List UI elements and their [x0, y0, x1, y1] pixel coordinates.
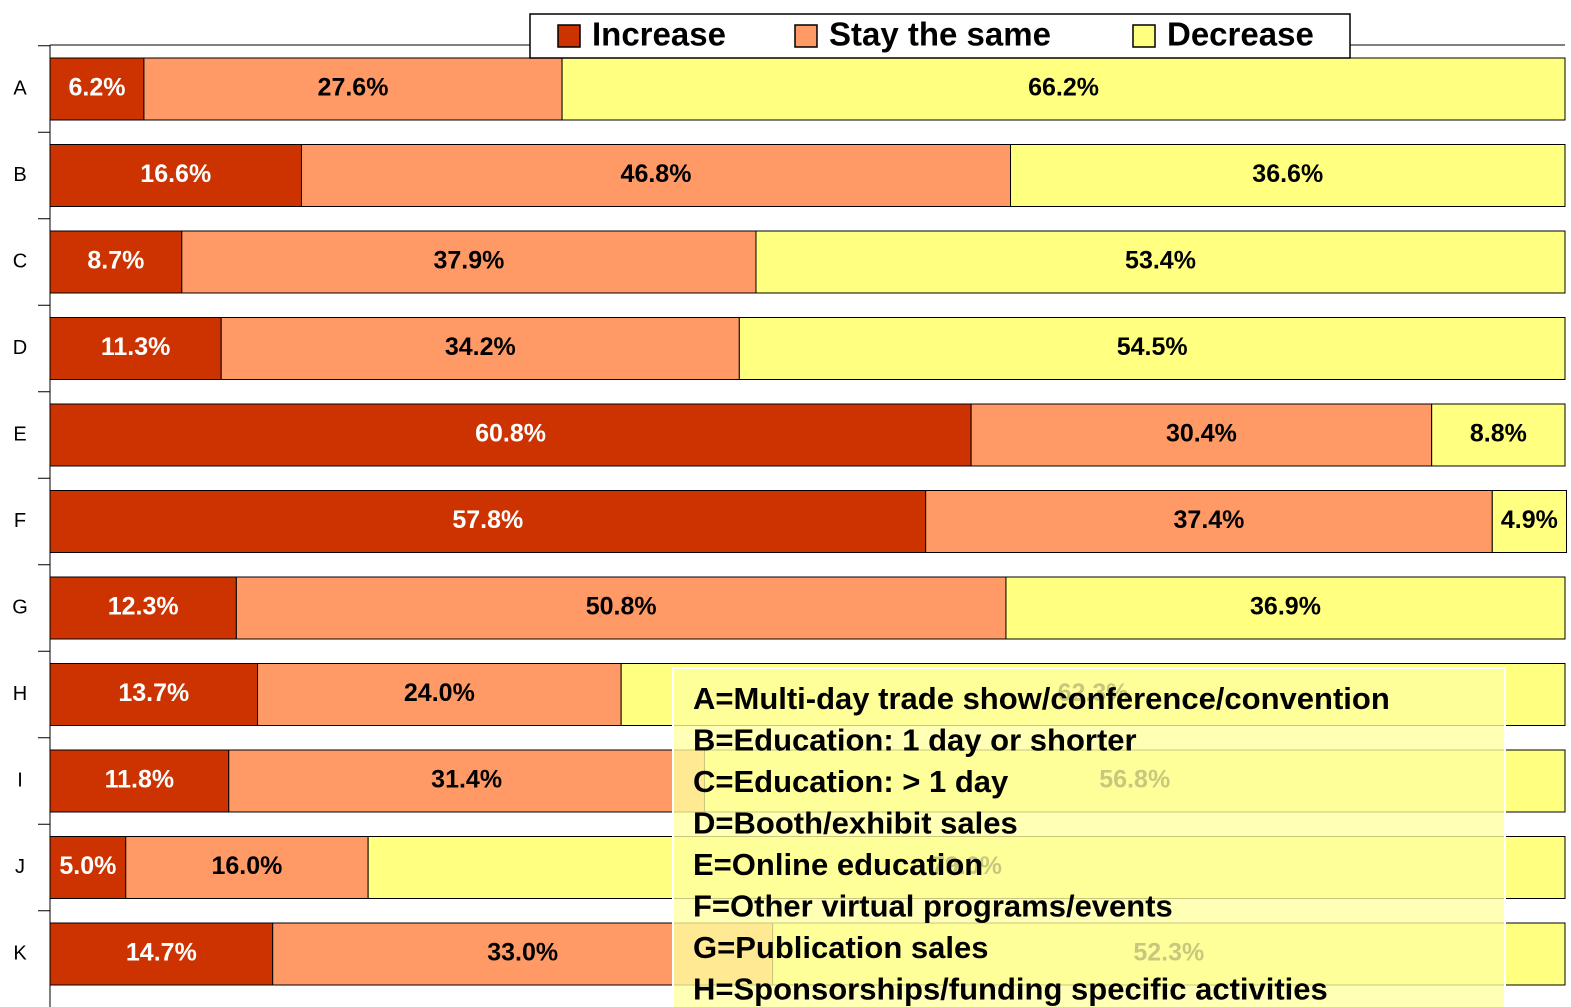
- bar-segment: [300, 144, 1012, 207]
- bar-segment: [125, 836, 369, 899]
- data-label: 5.0%: [59, 852, 116, 880]
- key-line: B=Education: 1 day or shorter: [693, 723, 1137, 758]
- bar-segment: [257, 663, 622, 726]
- data-label: 12.3%: [108, 593, 179, 621]
- y-tick-label: I: [17, 769, 23, 791]
- bar-segment: [738, 317, 1566, 380]
- legend-swatch: [557, 24, 581, 48]
- data-label: 54.5%: [1117, 333, 1188, 361]
- bar-segment: [1005, 576, 1566, 640]
- data-label: 37.9%: [433, 247, 504, 275]
- key-line: D=Booth/exhibit sales: [693, 806, 1018, 841]
- data-label: 24.0%: [404, 679, 475, 707]
- legend-box: [529, 13, 1351, 59]
- key-line: G=Publication sales: [693, 930, 988, 965]
- legend-swatch: [1132, 24, 1156, 48]
- key-line: H=Sponsorships/funding specific activiti…: [693, 972, 1328, 1007]
- data-label: 53.4%: [1125, 247, 1196, 275]
- bar-segment: [755, 230, 1566, 294]
- y-tick-label: B: [13, 164, 26, 186]
- bar-segment: [925, 490, 1493, 553]
- legend-label: Increase: [592, 16, 726, 53]
- y-tick-label: D: [13, 337, 27, 359]
- data-label: 27.6%: [318, 74, 389, 102]
- bar-segment: [49, 403, 972, 467]
- bar-segment: [220, 317, 740, 380]
- y-tick-label: K: [13, 942, 27, 964]
- bar-segment: [49, 144, 302, 207]
- data-label: 36.9%: [1250, 593, 1321, 621]
- legend-label: Stay the same: [829, 16, 1051, 53]
- key-box: [672, 667, 1506, 1007]
- data-label: 66.2%: [1028, 74, 1099, 102]
- data-label: 11.8%: [105, 766, 175, 794]
- y-tick-label: E: [13, 423, 26, 445]
- legend-label: Decrease: [1167, 16, 1314, 53]
- bar-segment: [1491, 490, 1568, 553]
- bar-segment: [561, 57, 1566, 121]
- bar-segment: [970, 403, 1433, 467]
- bar-segment: [49, 490, 927, 553]
- data-label: 50.8%: [586, 593, 657, 621]
- data-label: 57.8%: [452, 506, 523, 534]
- legend-swatch: [794, 24, 818, 48]
- key-line: C=Education: > 1 day: [693, 764, 1009, 799]
- data-label: 8.7%: [87, 247, 144, 275]
- bar-segment: [1010, 144, 1566, 207]
- y-tick-label: C: [13, 250, 27, 272]
- data-label: 30.4%: [1166, 420, 1237, 448]
- bar-segment: [1431, 403, 1566, 467]
- data-label: 14.7%: [126, 939, 197, 967]
- bar-segment: [49, 663, 259, 726]
- data-label: 34.2%: [445, 333, 516, 361]
- y-tick-label: F: [14, 510, 26, 532]
- y-tick-label: H: [13, 683, 27, 705]
- y-tick-label: J: [15, 856, 25, 878]
- bar-segment: [228, 749, 705, 813]
- data-label: 60.8%: [475, 420, 546, 448]
- bar-segment: [49, 576, 237, 640]
- data-label: 4.9%: [1501, 506, 1558, 534]
- bar-segment: [143, 57, 563, 121]
- y-tick-label: A: [13, 77, 27, 99]
- data-label: 36.6%: [1252, 160, 1323, 188]
- bar-segment: [49, 922, 274, 986]
- key-line: E=Online education: [693, 847, 983, 882]
- data-label: 31.4%: [431, 766, 502, 794]
- y-tick-label: G: [12, 596, 28, 618]
- data-label: 13.7%: [118, 679, 189, 707]
- data-label: 6.2%: [68, 74, 125, 102]
- bar-segment: [49, 57, 145, 121]
- bar-segment: [49, 317, 222, 380]
- data-label: 46.8%: [621, 160, 692, 188]
- data-label: 16.0%: [212, 852, 283, 880]
- bar-segment: [49, 749, 230, 813]
- data-label: 8.8%: [1470, 420, 1527, 448]
- key-line: A=Multi-day trade show/conference/conven…: [693, 681, 1390, 716]
- data-label: 33.0%: [487, 939, 558, 967]
- data-label: 16.6%: [140, 160, 211, 188]
- bar-segment: [49, 230, 183, 294]
- data-label: 11.3%: [101, 333, 171, 361]
- data-label: 37.4%: [1174, 506, 1245, 534]
- key-line: F=Other virtual programs/events: [693, 889, 1173, 924]
